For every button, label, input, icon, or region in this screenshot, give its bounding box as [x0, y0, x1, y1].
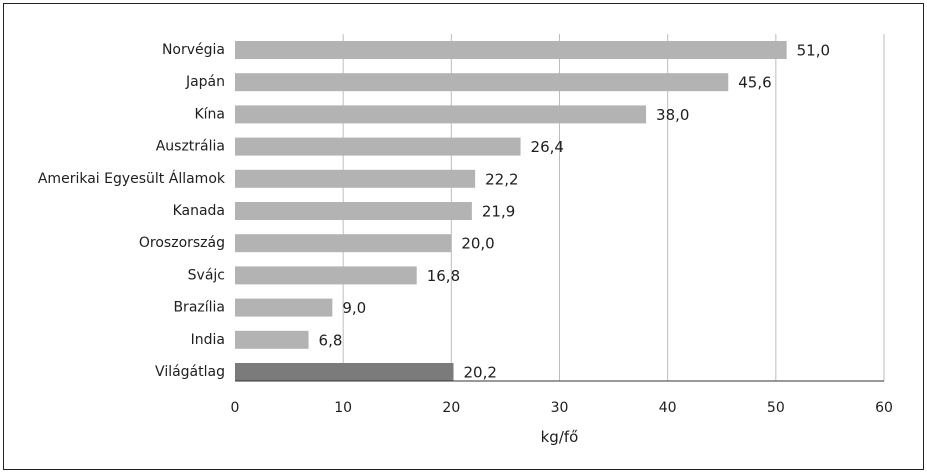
category-label: Ausztrália: [156, 139, 225, 155]
bar-2: [235, 73, 729, 92]
value-label: 45,6: [738, 74, 771, 92]
value-label: 16,8: [427, 267, 460, 285]
category-label: India: [191, 332, 225, 348]
value-label: 20,0: [461, 235, 494, 253]
x-tick-40: 40: [659, 400, 677, 416]
x-tick-60: 60: [875, 400, 893, 416]
bars: [235, 41, 787, 381]
value-label: 51,0: [797, 42, 830, 60]
value-label: 6,8: [319, 331, 343, 349]
bar-8: [235, 266, 417, 285]
category-label: Japán: [185, 74, 225, 90]
bar-9: [235, 298, 333, 317]
category-label: Kína: [194, 106, 225, 122]
bar-3: [235, 105, 647, 124]
x-axis-title: kg/fő: [541, 428, 579, 446]
bar-chart: Norvégia Japán Kína Ausztrália Amerikai Egye…: [38, 34, 893, 446]
bar-1: [235, 41, 787, 59]
category-label: Norvégia: [162, 42, 225, 58]
value-label: 26,4: [531, 138, 564, 156]
value-label: 20,2: [463, 364, 496, 382]
category-label: Amerikai Egyesült Államok: [38, 170, 226, 187]
x-tick-0: 0: [231, 400, 240, 416]
bar-11: [235, 363, 454, 381]
value-label: 21,9: [482, 203, 515, 221]
bar-6: [235, 202, 472, 220]
x-tick-50: 50: [767, 400, 785, 416]
bar-10: [235, 330, 309, 349]
bar-5: [235, 169, 476, 188]
category-label: Kanada: [173, 203, 225, 219]
x-tick-30: 30: [551, 400, 569, 416]
x-tick-labels: 0 10 20 30 40 50 60: [231, 400, 893, 416]
value-label: 9,0: [342, 299, 366, 317]
gridlines: [342, 34, 885, 381]
category-label: Svájc: [188, 267, 225, 283]
bar-7: [235, 234, 452, 253]
category-label: Brazília: [173, 300, 225, 316]
category-label: Oroszország: [139, 235, 225, 251]
x-tick-10: 10: [334, 400, 352, 416]
value-label: 22,2: [485, 170, 518, 188]
value-labels: 51,0 45,6 38,0 26,4 22,2 21,9 20,016,8 9,0 6,8 20…: [319, 42, 831, 382]
chart-frame: Norvégia Japán Kína Ausztrália Amerikai Egye…: [3, 3, 924, 470]
x-tick-20: 20: [442, 400, 460, 416]
category-label: Világátlag: [155, 364, 225, 380]
value-label: 38,0: [656, 106, 689, 124]
category-labels: Norvégia Japán Kína Ausztrália Amerikai Egye…: [38, 42, 226, 380]
bar-4: [235, 137, 521, 156]
